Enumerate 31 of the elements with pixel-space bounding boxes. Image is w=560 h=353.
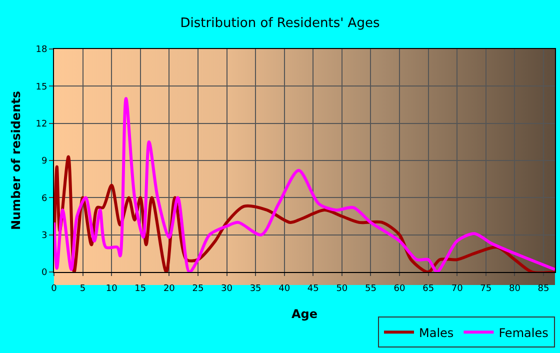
x-tick-label: 0 [51, 284, 58, 294]
legend-label: Males [419, 326, 454, 340]
x-tick-label: 85 [538, 284, 550, 294]
x-tick-label: 20 [163, 284, 176, 294]
x-tick-label: 35 [250, 284, 262, 294]
x-tick-label: 5 [80, 284, 86, 294]
x-tick-label: 60 [394, 284, 406, 294]
chart-title: Distribution of Residents' Ages [180, 16, 380, 31]
y-tick-label: 12 [36, 119, 48, 130]
x-tick-label: 30 [221, 284, 233, 294]
legend-label: Females [498, 326, 548, 340]
y-tick-label: 18 [36, 45, 48, 56]
y-tick-label: 9 [41, 156, 48, 167]
line-series [54, 97, 555, 272]
y-axis-title: Number of residents [9, 90, 23, 230]
x-tick-label: 50 [336, 284, 348, 294]
x-tick-label: 10 [106, 284, 118, 294]
x-tick-label: 45 [307, 284, 319, 294]
y-tick-label: 0 [41, 268, 48, 278]
y-tick-label: 15 [36, 82, 48, 92]
x-tick-label: 80 [508, 284, 521, 294]
y-tick-label: 6 [41, 194, 48, 204]
x-axis-title: Age [291, 307, 318, 321]
y-tick-label: 3 [41, 230, 48, 241]
x-tick-label: 65 [422, 284, 434, 294]
x-tick-label: 70 [451, 284, 464, 294]
x-tick-label: 55 [364, 284, 376, 294]
x-tick-label: 40 [278, 284, 290, 294]
x-tick-label: 25 [192, 284, 204, 294]
x-tick-label: 75 [480, 284, 492, 294]
x-tick-label: 15 [134, 284, 146, 294]
